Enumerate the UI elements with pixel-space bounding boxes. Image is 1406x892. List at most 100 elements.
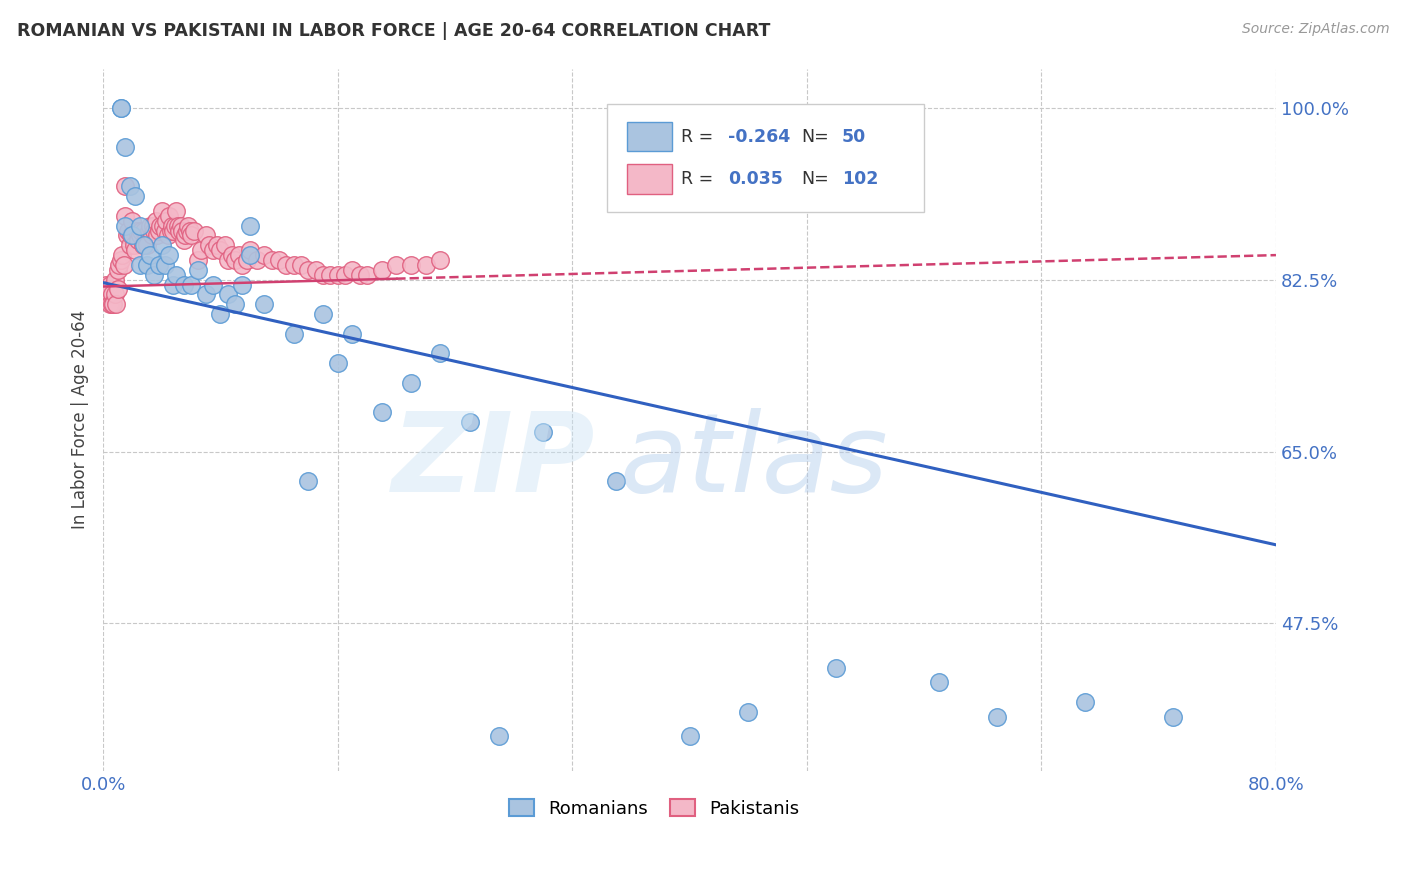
Y-axis label: In Labor Force | Age 20-64: In Labor Force | Age 20-64 [72, 310, 89, 529]
Point [349, 268, 371, 282]
Point [187, 253, 209, 268]
Point [183, 223, 205, 237]
Point [209, 307, 232, 321]
Point [326, 356, 349, 370]
Point [143, 268, 166, 282]
Point [157, 248, 180, 262]
Point [319, 268, 342, 282]
Point [179, 223, 201, 237]
Point [132, 238, 155, 252]
Point [176, 223, 198, 237]
FancyBboxPatch shape [607, 103, 924, 212]
Point [678, 729, 700, 743]
Point [107, 283, 129, 297]
Point [312, 268, 335, 282]
Point [146, 228, 169, 243]
Point [136, 258, 159, 272]
Point [165, 203, 187, 218]
Point [1163, 709, 1185, 723]
Text: Source: ZipAtlas.com: Source: ZipAtlas.com [1241, 22, 1389, 37]
Point [177, 219, 200, 233]
Point [297, 474, 319, 488]
Point [253, 297, 276, 311]
Point [150, 238, 173, 252]
Point [228, 248, 250, 262]
Text: N=: N= [801, 169, 828, 187]
Point [142, 219, 165, 233]
Point [986, 709, 1008, 723]
Point [148, 223, 170, 237]
Text: 50: 50 [842, 128, 866, 145]
Point [108, 258, 131, 272]
Text: 0.035: 0.035 [728, 169, 783, 187]
Point [231, 258, 253, 272]
Point [231, 277, 253, 292]
Point [101, 287, 124, 301]
Point [202, 277, 225, 292]
Point [531, 425, 554, 439]
Point [145, 213, 167, 227]
Point [121, 228, 143, 243]
Point [342, 263, 364, 277]
Text: ZIP: ZIP [392, 409, 596, 516]
Point [127, 233, 149, 247]
Point [129, 223, 152, 237]
Point [124, 243, 146, 257]
Point [326, 268, 349, 282]
Point [114, 140, 136, 154]
Point [283, 258, 305, 272]
Point [165, 268, 187, 282]
Point [825, 660, 848, 674]
Point [124, 189, 146, 203]
Point [110, 253, 132, 268]
Point [157, 209, 180, 223]
Point [103, 297, 125, 311]
Point [370, 405, 392, 419]
Point [1074, 695, 1097, 709]
Point [239, 243, 262, 257]
Point [290, 258, 312, 272]
Point [156, 228, 179, 243]
Point [110, 101, 132, 115]
Point [173, 233, 195, 247]
Point [96, 283, 118, 297]
Point [170, 219, 193, 233]
Point [100, 283, 122, 297]
Point [94, 277, 117, 292]
Point [253, 248, 276, 262]
Point [101, 297, 124, 311]
Point [121, 213, 143, 227]
Point [169, 223, 191, 237]
Point [167, 219, 190, 233]
Point [928, 675, 950, 690]
Point [139, 248, 162, 262]
Point [187, 263, 209, 277]
Point [305, 263, 328, 277]
Point [217, 287, 239, 301]
Point [128, 219, 150, 233]
Point [138, 223, 160, 237]
Point [114, 209, 136, 223]
Bar [627, 122, 672, 152]
Point [239, 248, 262, 262]
Point [297, 263, 319, 277]
Point [214, 238, 236, 252]
Point [136, 238, 159, 252]
Text: ROMANIAN VS PAKISTANI IN LABOR FORCE | AGE 20-64 CORRELATION CHART: ROMANIAN VS PAKISTANI IN LABOR FORCE | A… [17, 22, 770, 40]
Point [114, 219, 136, 233]
Text: R =: R = [682, 169, 714, 187]
Bar [627, 164, 672, 194]
Point [139, 219, 162, 233]
Point [458, 415, 481, 429]
Point [260, 253, 283, 268]
Point [172, 223, 194, 237]
Point [312, 307, 335, 321]
Point [114, 179, 136, 194]
Point [180, 228, 202, 243]
Point [163, 219, 186, 233]
Point [239, 219, 262, 233]
Point [100, 277, 122, 292]
Point [111, 248, 134, 262]
Point [141, 228, 163, 243]
Point [122, 238, 145, 252]
